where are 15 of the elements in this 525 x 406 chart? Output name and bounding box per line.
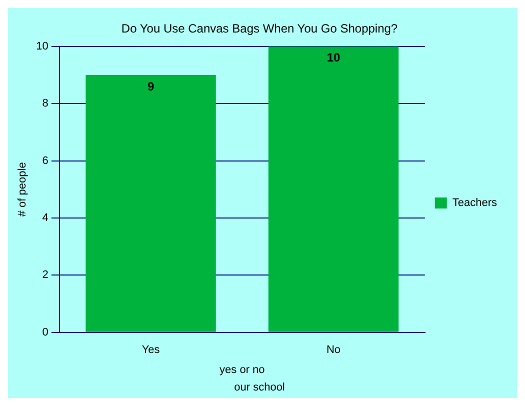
data-label: 10	[326, 50, 341, 65]
y-tick-label: 10	[36, 40, 48, 52]
y-tick-label: 6	[42, 154, 48, 167]
y-tick-label: 2	[42, 269, 48, 282]
x-tick-label: Yes	[142, 344, 160, 356]
y-tick-label: 8	[42, 98, 48, 110]
text: our school	[234, 381, 285, 394]
x-axis-title: yes or no	[220, 364, 265, 376]
chart-title: Do You Use Canvas Bags When You Go Shopping?	[121, 22, 398, 36]
data-label: 9	[147, 79, 154, 94]
y-axis-title: # of people	[16, 162, 29, 217]
legend-label: Teachers	[452, 197, 498, 210]
x-tick-label: No	[326, 344, 341, 356]
y-tick-label: 4	[42, 212, 48, 224]
y-tick-label: 0	[42, 326, 48, 338]
